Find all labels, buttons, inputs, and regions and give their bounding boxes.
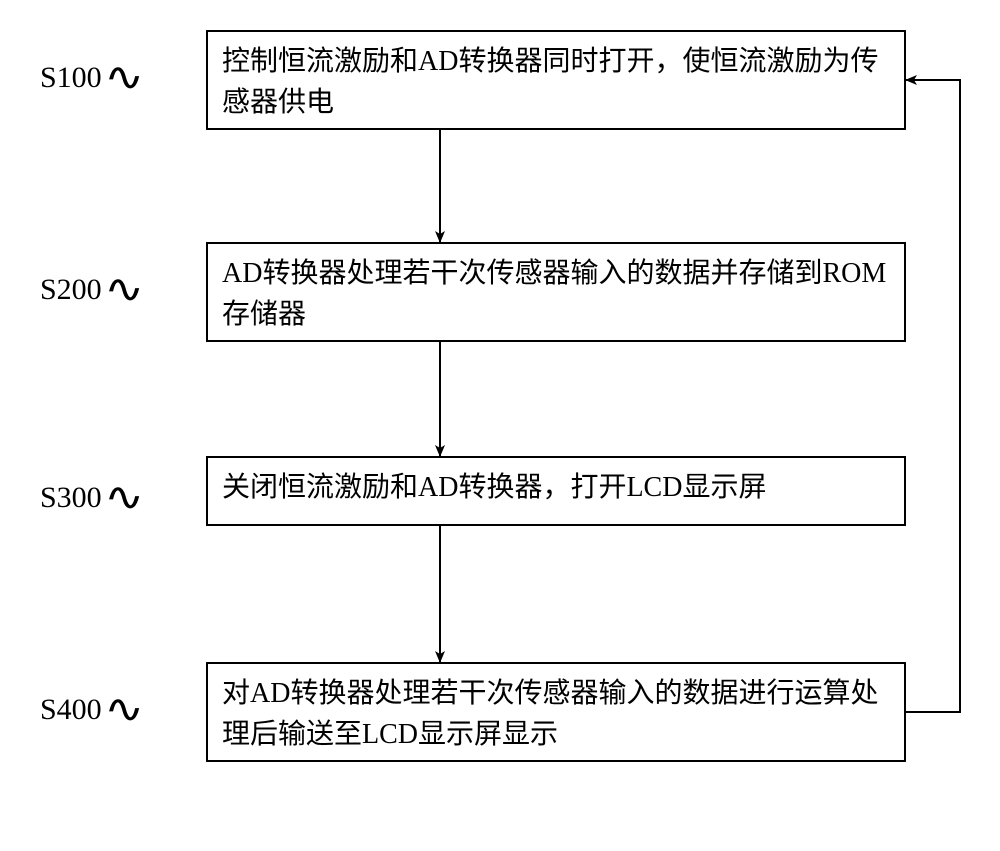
- step-text: 控制恒流激励和AD转换器同时打开，使恒流激励为传感器供电: [222, 42, 890, 123]
- flowchart-canvas: S100∿ S200∿ S300∿ S400∿ 控制恒流激励和AD转换器同时打开…: [0, 0, 1000, 851]
- step-label-s100: S100∿: [40, 60, 129, 95]
- step-box-s100: 控制恒流激励和AD转换器同时打开，使恒流激励为传感器供电: [206, 30, 906, 130]
- step-label-s200: S200∿: [40, 272, 129, 307]
- step-label-text: S400: [40, 693, 102, 726]
- tilde-icon: ∿: [104, 687, 144, 733]
- step-box-s200: AD转换器处理若干次传感器输入的数据并存储到ROM存储器: [206, 242, 906, 342]
- step-label-text: S100: [40, 61, 102, 94]
- tilde-icon: ∿: [104, 475, 144, 521]
- step-label-s400: S400∿: [40, 692, 129, 727]
- step-label-text: S300: [40, 481, 102, 514]
- step-text: 关闭恒流激励和AD转换器，打开LCD显示屏: [222, 468, 890, 509]
- edge-s400-s100-feedback: [906, 80, 960, 712]
- step-label-text: S200: [40, 273, 102, 306]
- step-label-s300: S300∿: [40, 480, 129, 515]
- tilde-icon: ∿: [104, 267, 144, 313]
- step-text: AD转换器处理若干次传感器输入的数据并存储到ROM存储器: [222, 254, 890, 335]
- step-box-s300: 关闭恒流激励和AD转换器，打开LCD显示屏: [206, 456, 906, 526]
- tilde-icon: ∿: [104, 55, 144, 101]
- step-box-s400: 对AD转换器处理若干次传感器输入的数据进行运算处理后输送至LCD显示屏显示: [206, 662, 906, 762]
- step-text: 对AD转换器处理若干次传感器输入的数据进行运算处理后输送至LCD显示屏显示: [222, 674, 890, 755]
